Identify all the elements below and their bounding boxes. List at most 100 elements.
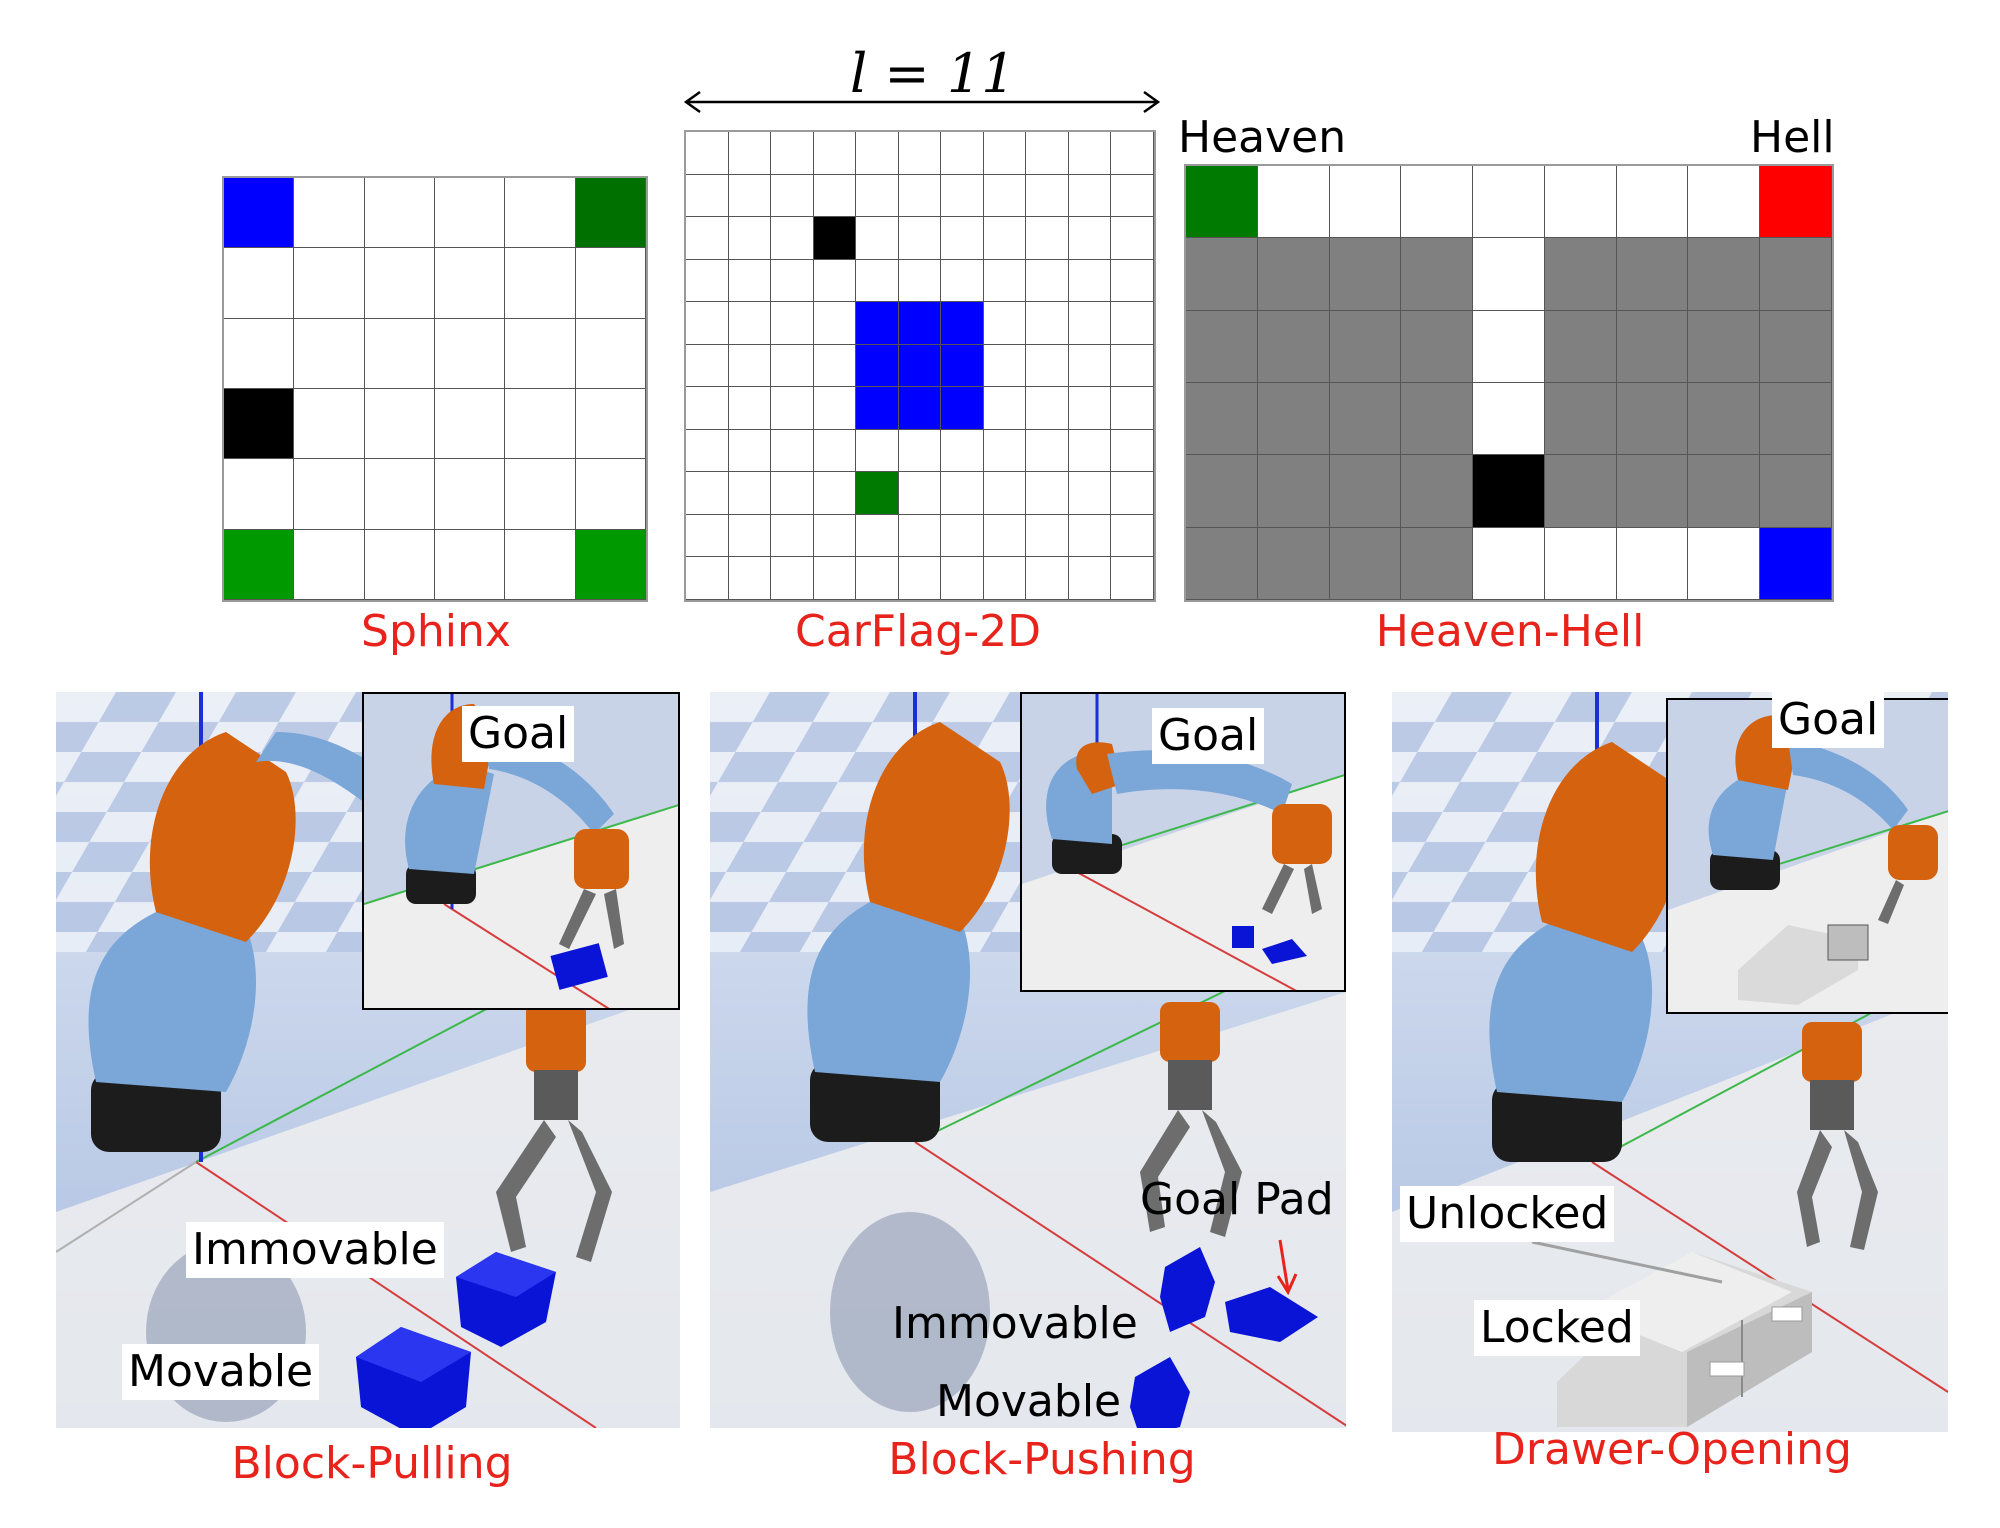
grid-cell	[1026, 472, 1069, 515]
grid-cell	[1257, 527, 1330, 600]
heaven-hell-caption: Heaven-Hell	[1375, 606, 1645, 657]
grid-cell	[813, 514, 857, 558]
grid-cell	[1473, 166, 1545, 239]
grid-cell	[294, 178, 365, 249]
grid-cell	[1329, 310, 1402, 383]
grid-cell	[1186, 310, 1258, 383]
grid-cell	[1068, 514, 1112, 558]
grid-cell	[1544, 455, 1617, 528]
grid-cell	[813, 472, 857, 515]
grid-cell	[1068, 472, 1112, 515]
grid-cell	[813, 174, 857, 218]
grid-cell	[1186, 527, 1258, 600]
block-pushing-caption: Block-Pushing	[888, 1434, 1196, 1485]
grid-cell	[898, 217, 942, 260]
grid-cell	[771, 429, 814, 473]
grid-cell	[1401, 310, 1474, 383]
grid-cell	[1329, 238, 1402, 311]
grid-cell	[505, 178, 576, 249]
grid-cell	[898, 302, 942, 345]
grid-cell	[941, 514, 984, 558]
grid-cell	[1068, 344, 1112, 388]
grid-cell	[1544, 238, 1617, 311]
grid-cell	[364, 459, 435, 530]
grid-cell	[505, 389, 576, 460]
grid-cell	[983, 557, 1027, 600]
grid-cell	[728, 514, 772, 558]
grid-cell	[224, 389, 295, 460]
grid-cell	[941, 174, 984, 218]
grid-cell	[1760, 455, 1832, 528]
grid-cell	[771, 557, 814, 600]
grid-cell	[1616, 455, 1689, 528]
grid-cell	[1026, 387, 1069, 430]
grid-cell	[505, 318, 576, 389]
block-pushing-goal-pad-label: Goal Pad	[1140, 1174, 1334, 1225]
grid-cell	[1111, 174, 1154, 218]
grid-cell	[294, 318, 365, 389]
grid-cell	[1329, 383, 1402, 456]
grid-cell	[856, 259, 899, 303]
grid-cell	[686, 472, 729, 515]
grid-cell	[1544, 383, 1617, 456]
grid-cell	[1688, 310, 1761, 383]
heaven-label: Heaven	[1178, 112, 1347, 163]
grid-cell	[1186, 455, 1258, 528]
grid-cell	[1616, 383, 1689, 456]
grid-cell	[1473, 238, 1545, 311]
grid-cell	[983, 132, 1027, 175]
grid-cell	[728, 344, 772, 388]
grid-cell	[1473, 455, 1545, 528]
dimension-arrow	[680, 82, 1164, 122]
grid-cell	[856, 132, 899, 175]
grid-cell	[1257, 238, 1330, 311]
grid-cell	[1026, 174, 1069, 218]
grid-cell	[435, 248, 506, 319]
grid-cell	[813, 302, 857, 345]
grid-cell	[1688, 238, 1761, 311]
grid-cell	[1544, 310, 1617, 383]
drawer-opening-goal-inset	[1666, 698, 1948, 1014]
grid-cell	[1688, 527, 1761, 600]
grid-cell	[575, 318, 646, 389]
carflag-grid	[684, 130, 1156, 602]
grid-cell	[686, 514, 729, 558]
grid-cell	[898, 429, 942, 473]
grid-cell	[728, 472, 772, 515]
grid-cell	[771, 344, 814, 388]
grid-cell	[224, 318, 295, 389]
grid-cell	[1186, 166, 1258, 239]
grid-cell	[575, 529, 646, 600]
block-pulling-goal-label: Goal	[462, 706, 575, 762]
grid-cell	[898, 344, 942, 388]
grid-cell	[1068, 429, 1112, 473]
grid-cell	[1026, 259, 1069, 303]
grid-cell	[898, 557, 942, 600]
grid-cell	[771, 217, 814, 260]
block-pushing-scene: Goal Goal Pad Immovable Movable	[710, 692, 1346, 1428]
grid-cell	[686, 302, 729, 345]
grid-cell	[294, 248, 365, 319]
grid-cell	[294, 459, 365, 530]
grid-cell	[728, 387, 772, 430]
grid-cell	[364, 529, 435, 600]
grid-cell	[1026, 302, 1069, 345]
grid-cell	[941, 344, 984, 388]
grid-cell	[898, 132, 942, 175]
block-pulling-movable-label: Movable	[122, 1344, 320, 1400]
grid-cell	[1026, 557, 1069, 600]
grid-cell	[856, 557, 899, 600]
grid-cell	[1329, 527, 1402, 600]
grid-cell	[1186, 238, 1258, 311]
dimension-label: l = 11	[850, 42, 1016, 105]
block-pulling-caption: Block-Pulling	[231, 1438, 513, 1489]
grid-cell	[1068, 174, 1112, 218]
grid-cell	[435, 529, 506, 600]
grid-cell	[1401, 527, 1474, 600]
grid-cell	[898, 514, 942, 558]
grid-cell	[1111, 472, 1154, 515]
grid-cell	[1026, 514, 1069, 558]
grid-cell	[771, 514, 814, 558]
grid-cell	[1544, 166, 1617, 239]
grid-cell	[728, 557, 772, 600]
